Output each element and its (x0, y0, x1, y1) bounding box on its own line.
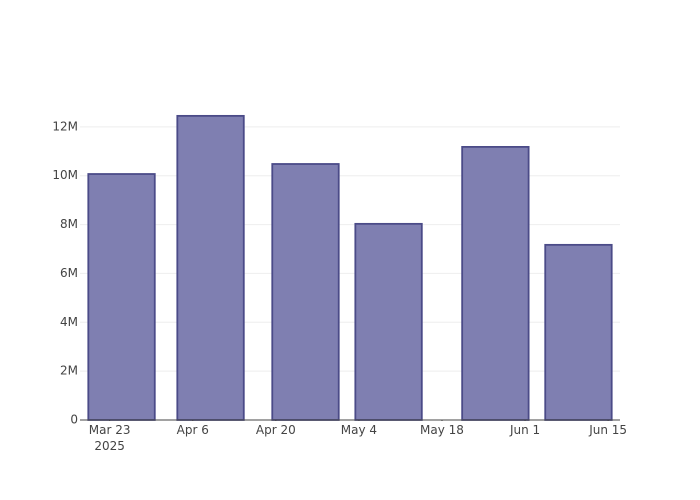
x-tick-label-line: May 4 (341, 423, 377, 437)
bar (544, 243, 613, 421)
x-tick-label: Jun 1 (509, 423, 540, 437)
x-tick-label-line: Jun 15 (588, 423, 627, 437)
x-tick-label-line: Apr 6 (177, 423, 209, 437)
x-tick-label: Mar 23 2025 (89, 423, 131, 453)
y-tick-label: 12M (52, 119, 78, 133)
x-tick-label-line: 2025 (94, 439, 125, 453)
bar (354, 222, 423, 421)
y-tick-label: 2M (60, 364, 78, 378)
y-tick-label: 6M (60, 266, 78, 280)
x-tick-label: Apr 6 (177, 423, 209, 437)
x-tick-label: May 4 (341, 423, 377, 437)
bar (461, 146, 530, 421)
x-tick-label-line: Jun 1 (509, 423, 540, 437)
x-tick-label: Apr 20 (256, 423, 296, 437)
bar (87, 173, 156, 421)
x-tick-label: Jun 15 (588, 423, 627, 437)
x-tick-label: May 18 (420, 423, 464, 437)
y-tick-label: 10M (52, 168, 78, 182)
y-tick-label: 0 (70, 413, 78, 427)
x-tick-label-line: Mar 23 (89, 423, 131, 437)
x-tick-label-line: May 18 (420, 423, 464, 437)
bar (176, 114, 245, 421)
x-tick-label-line: Apr 20 (256, 423, 296, 437)
y-tick-label: 8M (60, 217, 78, 231)
grid (80, 126, 620, 421)
bar (271, 163, 340, 421)
y-tick-label: 4M (60, 315, 78, 329)
